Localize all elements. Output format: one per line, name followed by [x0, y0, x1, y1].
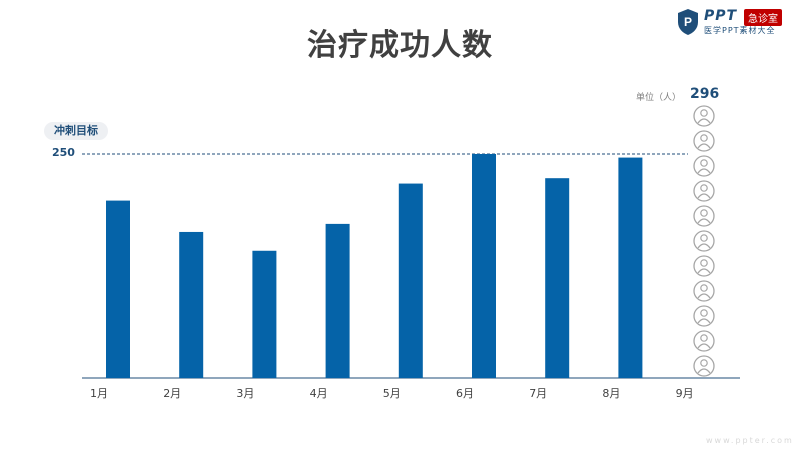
x-tick-label: 9月 — [676, 387, 694, 400]
bar-5 — [398, 183, 423, 378]
logo-badge: 急诊室 — [744, 9, 782, 26]
x-tick-label: 8月 — [602, 387, 620, 400]
bar-8 — [618, 157, 643, 378]
bar-6 — [472, 154, 496, 378]
bar-1 — [106, 200, 130, 378]
person-icon — [693, 180, 715, 202]
bar-7 — [545, 178, 570, 378]
x-tick-label: 4月 — [310, 387, 328, 400]
bars-group — [106, 154, 643, 378]
person-icon — [693, 330, 715, 352]
people-icon-column — [693, 105, 715, 377]
unit-label: 单位（人） — [636, 93, 682, 103]
x-tick-label: 7月 — [529, 387, 547, 400]
logo-brand-text: PPT — [704, 8, 738, 24]
person-icon — [693, 155, 715, 177]
person-icon — [693, 205, 715, 227]
total-value: 296 — [690, 86, 720, 102]
page-title: 治疗成功人数 — [307, 28, 493, 63]
watermark: www.ppter.com — [706, 436, 794, 445]
person-icon — [693, 280, 715, 302]
person-icon — [693, 355, 715, 377]
shield-icon: P — [678, 9, 698, 35]
x-tick-labels: 1月 2月 3月 4月 5月 6月 7月 8月 9月 — [90, 387, 694, 400]
person-icon — [693, 130, 715, 152]
bar-4 — [325, 223, 350, 378]
brand-logo: P PPT 急诊室 医学PPT素材大全 — [676, 8, 794, 38]
x-tick-label: 5月 — [383, 387, 401, 400]
logo-subtitle: 医学PPT素材大全 — [704, 26, 776, 35]
target-value: 250 — [52, 146, 75, 159]
x-tick-label: 6月 — [456, 387, 474, 400]
person-icon — [693, 230, 715, 252]
x-tick-label: 3月 — [236, 387, 254, 400]
person-icon — [693, 105, 715, 127]
bar-3 — [252, 250, 277, 378]
svg-text:P: P — [684, 15, 692, 29]
x-tick-label: 2月 — [163, 387, 181, 400]
bar-2 — [179, 231, 204, 378]
target-label: 冲刺目标 — [44, 122, 108, 140]
x-tick-label: 1月 — [90, 387, 108, 400]
person-icon — [693, 255, 715, 277]
person-icon — [693, 305, 715, 327]
